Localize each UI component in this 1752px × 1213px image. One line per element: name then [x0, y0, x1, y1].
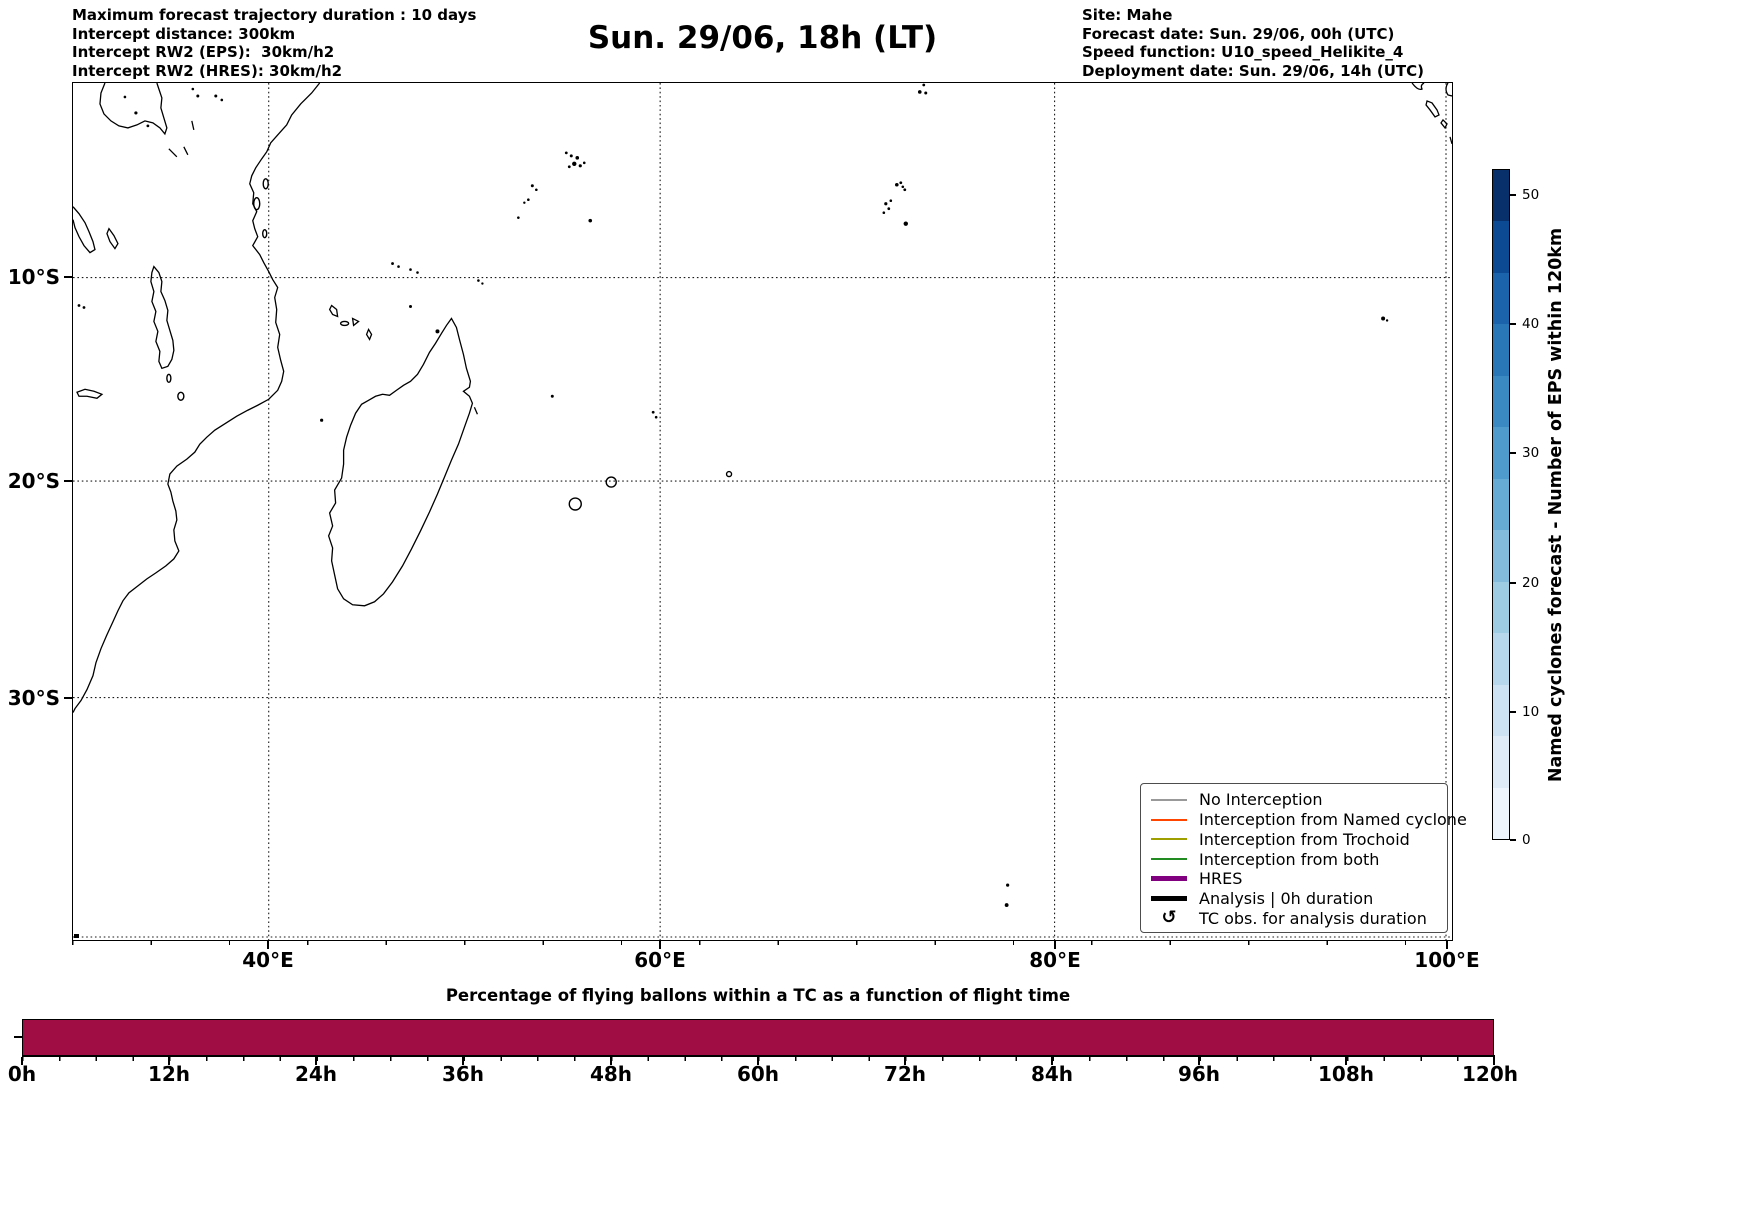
b-tick-120h: 120h [1462, 1062, 1518, 1086]
x-tick-100e: 100°E [1414, 948, 1480, 972]
max-trajectory-duration: Maximum forecast trajectory duration : 1… [72, 6, 477, 24]
mascarene-islands [550, 394, 733, 511]
b-tickmark [1051, 1057, 1053, 1065]
legend-item-both: Interception from both [1151, 849, 1439, 869]
balloon-percentage-bar [22, 1019, 1494, 1056]
bottom-chart-y-tickmark [14, 1036, 22, 1038]
intercept-rw2-eps: Intercept RW2 (EPS): 30km/h2 [72, 43, 335, 61]
zanzibar-islands [253, 178, 269, 239]
figure-title: Sun. 29/06, 18h (LT) [587, 20, 938, 56]
cb-tick-10: 10 [1522, 704, 1540, 720]
y-tickmark [64, 276, 72, 278]
b-tickmark [1198, 1057, 1200, 1065]
b-tickmark [757, 1057, 759, 1065]
line-swatch-icon [1151, 798, 1187, 801]
seychelles-islands [517, 151, 593, 223]
map-canvas [73, 83, 1452, 940]
forecast-date: Forecast date: Sun. 29/06, 00h (UTC) [1082, 24, 1395, 43]
cb-tickmark [1510, 194, 1516, 196]
cb-tickmark [1510, 452, 1516, 454]
cb-tickmark [1510, 711, 1516, 713]
x-tick-80e: 80°E [1029, 948, 1081, 972]
y-tickmark [64, 697, 72, 699]
y-tick-30s: 30°S [7, 686, 60, 710]
bottom-chart-x-axis [22, 1055, 1495, 1057]
africa-coastline [73, 83, 321, 713]
colorbar [1492, 169, 1510, 840]
sumatra-coastline [1411, 83, 1452, 145]
legend-item-no-interception: No Interception [1151, 790, 1439, 810]
b-tickmark [21, 1057, 23, 1065]
x-tickmark [1446, 941, 1448, 949]
y-tick-10s: 10°S [7, 265, 60, 289]
b-tick-108h: 108h [1318, 1062, 1374, 1086]
colorbar-axis-label: Named cyclones forecast - Number of EPS … [1546, 227, 1566, 783]
intercept-distance: Intercept distance: 300km [72, 24, 296, 43]
legend-item-analysis: Analysis | 0h duration [1151, 889, 1439, 909]
cb-tickmark [1510, 839, 1516, 841]
cb-tick-0: 0 [1522, 832, 1531, 848]
b-tick-0h: 0h [7, 1062, 37, 1086]
b-tick-96h: 96h [1177, 1062, 1221, 1086]
comoros-islands [328, 304, 373, 341]
b-tickmark [904, 1057, 906, 1065]
map-speck [73, 934, 79, 939]
x-tickmark [267, 941, 269, 949]
bottom-chart-title: Percentage of flying ballons within a TC… [445, 986, 1071, 1005]
b-tick-84h: 84h [1030, 1062, 1074, 1086]
amsterdam-stpaul-islands [1004, 883, 1010, 907]
b-tickmark [1493, 1057, 1495, 1065]
x-tickmark [1054, 941, 1056, 949]
line-swatch-icon [1151, 858, 1187, 861]
cb-tickmark [1510, 582, 1516, 584]
deployment-date: Deployment date: Sun. 29/06, 14h (UTC) [1082, 61, 1425, 80]
b-tickmark [315, 1057, 317, 1065]
y-tick-20s: 20°S [7, 469, 60, 493]
line-swatch-icon [1151, 895, 1187, 901]
african-lakes [73, 83, 224, 401]
graticule [73, 83, 1452, 940]
line-swatch-icon [1151, 876, 1187, 882]
x-tickmark [659, 941, 661, 949]
x-tick-40e: 40°E [242, 948, 294, 972]
legend-item-hres: HRES [1151, 869, 1439, 889]
x-minor-ticks [72, 941, 1453, 945]
intercept-rw2-hres: Intercept RW2 (HRES): 30km/h2 [72, 61, 343, 80]
b-tickmark [1345, 1057, 1347, 1065]
b-tick-60h: 60h [736, 1062, 780, 1086]
b-tick-72h: 72h [883, 1062, 927, 1086]
y-tickmark [64, 480, 72, 482]
cb-tick-20: 20 [1522, 575, 1540, 591]
b-tick-12h: 12h [147, 1062, 191, 1086]
legend-item-named-cyclone: Interception from Named cyclone [1151, 810, 1467, 830]
chagos-maldives-islands [882, 83, 928, 226]
map-legend: No Interception Interception from Named … [1140, 783, 1467, 933]
b-tick-48h: 48h [589, 1062, 633, 1086]
b-tick-24h: 24h [294, 1062, 338, 1086]
b-tickmark [462, 1057, 464, 1065]
b-tickmark [610, 1057, 612, 1065]
x-tick-60e: 60°E [634, 948, 686, 972]
cb-tickmark [1510, 323, 1516, 325]
madagascar-coastline [327, 317, 474, 607]
rotate-ccw-icon: ↺ [1161, 907, 1177, 929]
header-left-block: Maximum forecast trajectory duration : 1… [72, 6, 476, 80]
header-right-block: Site: Mahe Forecast date: Sun. 29/06, 00… [1082, 6, 1424, 80]
line-swatch-icon [1151, 838, 1187, 841]
b-tick-36h: 36h [441, 1062, 485, 1086]
legend-item-trochoid: Interception from Trochoid [1151, 829, 1439, 849]
speed-function: Speed function: U10_speed_Helikite_4 [1082, 43, 1404, 61]
cb-tick-50: 50 [1522, 187, 1540, 203]
b-tickmark [168, 1057, 170, 1065]
cb-tick-30: 30 [1522, 445, 1540, 461]
line-swatch-icon [1151, 818, 1187, 821]
legend-item-tc-obs: ↺ TC obs. for analysis duration [1151, 908, 1439, 928]
forecast-map [72, 82, 1453, 941]
cb-tick-40: 40 [1522, 316, 1540, 332]
site: Site: Mahe [1082, 6, 1173, 24]
madagascar-satellite-islands [320, 262, 484, 422]
cocos-islands [1381, 316, 1389, 322]
